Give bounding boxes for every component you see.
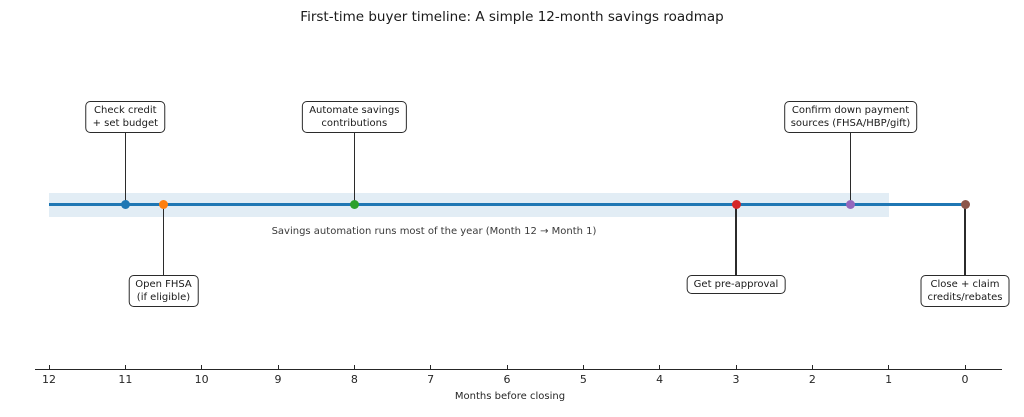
axis-tick-label: 7 [427, 373, 435, 386]
milestone-label-line: credits/rebates [927, 292, 1003, 303]
timeline-line [49, 203, 965, 206]
axis-tick-label: 11 [118, 373, 133, 386]
axis-tick [277, 365, 279, 369]
axis-tick [430, 365, 432, 369]
axis-tick [964, 365, 966, 369]
axis-tick [124, 365, 126, 369]
axis-tick-label: 1 [885, 373, 893, 386]
milestone-label: Confirm down payment sources (FHSA/HBP/gi… [783, 101, 918, 133]
milestone-leader-line [162, 205, 165, 275]
chart-title: First-time buyer timeline: A simple 12-m… [300, 9, 724, 25]
milestone-label-line: sources (FHSA/HBP/gift) [790, 118, 911, 129]
milestone-leader-line [353, 131, 356, 204]
axis-tick [506, 365, 508, 369]
axis-tick-label: 4 [656, 373, 664, 386]
milestone-leader-line [735, 205, 737, 275]
milestone-leader-line [964, 205, 966, 275]
milestone-label-line: Automate savings [309, 105, 400, 116]
milestone-label-line: Open FHSA [135, 279, 192, 290]
axis-tick [48, 365, 50, 369]
axis-tick-label: 0 [961, 373, 969, 386]
axis-tick [201, 365, 203, 369]
milestone-label: Open FHSA (if eligible) [128, 275, 199, 307]
milestone-label-line: Check credit [94, 105, 157, 116]
milestone-label-line: (if eligible) [136, 292, 191, 303]
milestone-label: Get pre-approval [686, 275, 786, 294]
milestone-marker [349, 200, 359, 209]
milestone-leader-line [849, 131, 852, 204]
milestone-marker [159, 200, 168, 209]
axis-tick-label: 3 [732, 373, 740, 386]
axis-tick-label: 5 [579, 373, 587, 386]
axis-tick-label: 12 [42, 373, 56, 386]
axis-tick-label: 10 [194, 373, 209, 386]
axis-tick-label: 9 [274, 373, 282, 386]
axis-tick [888, 365, 890, 369]
axis-tick [353, 365, 355, 369]
milestone-marker [846, 200, 855, 209]
milestone-label-line: + set budget [92, 118, 159, 129]
axis-tick-label: 2 [808, 373, 816, 386]
axis-tick [659, 365, 661, 369]
milestone-marker [731, 200, 741, 209]
milestone-marker [120, 200, 130, 209]
axis-tick-label: 6 [503, 373, 511, 386]
milestone-label-line: Confirm down payment [791, 105, 910, 116]
milestone-label-line: Get pre-approval [693, 279, 779, 290]
axis-tick [735, 365, 737, 369]
axis-tick [582, 365, 584, 369]
milestone-label: Check credit + set budget [85, 101, 166, 133]
x-axis-spine [35, 369, 1002, 370]
milestone-marker [960, 200, 970, 209]
axis-tick-label: 8 [350, 373, 358, 386]
band-caption: Savings automation runs most of the year… [271, 226, 597, 237]
milestone-label-line: contributions [321, 118, 388, 129]
milestone-label: Automate savings contributions [302, 101, 407, 133]
milestone-label: Close + claim credits/rebates [920, 275, 1010, 307]
axis-tick [811, 365, 813, 369]
milestone-leader-line [124, 131, 127, 204]
x-axis-label: Months before closing [454, 391, 566, 402]
milestone-label-line: Close + claim [930, 279, 1000, 290]
